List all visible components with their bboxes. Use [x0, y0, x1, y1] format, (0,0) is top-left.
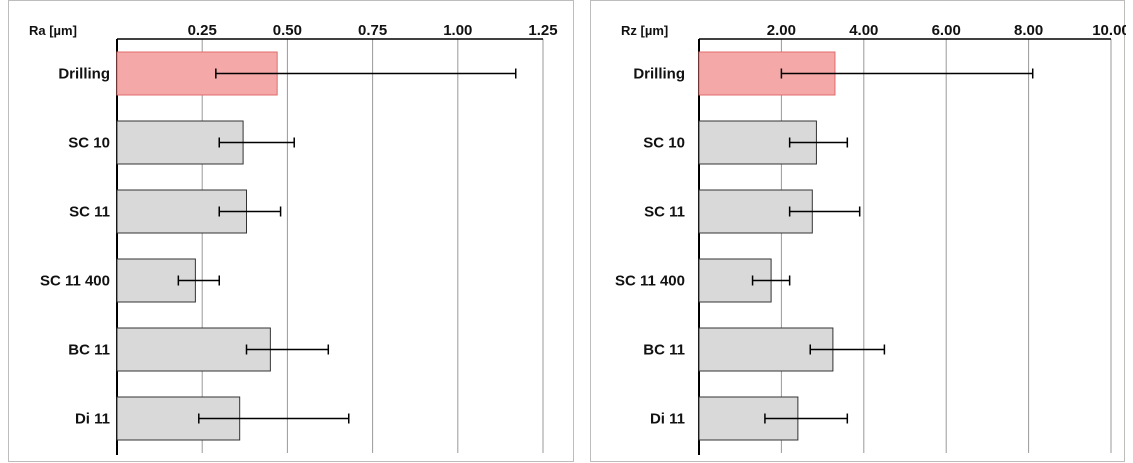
- category-label: SC 11 400: [40, 273, 110, 290]
- ra-chart: 0.25 0.50 0.75 1.00 1.25 Ra [µm] Drilling SC 10…: [29, 22, 558, 455]
- x-tick-label: 0.75: [358, 22, 387, 39]
- category-label: SC 11 400: [615, 273, 685, 290]
- x-tick-label: 0.50: [273, 22, 302, 39]
- category-label: SC 11: [69, 204, 110, 221]
- category-label: Drilling: [633, 66, 685, 83]
- category-label: Drilling: [58, 66, 110, 83]
- category-label: BC 11: [68, 342, 110, 359]
- category-label: BC 11: [643, 342, 685, 359]
- x-tick-label: 4.00: [849, 22, 878, 39]
- rz-chart-panel: 2.00 4.00 6.00 8.00 10.00 Rz [µm] Drilling SC 1…: [590, 0, 1126, 462]
- x-tick-label: 6.00: [932, 22, 961, 39]
- ra-chart-panel: 0.25 0.50 0.75 1.00 1.25 Ra [µm] Drilling SC 10…: [8, 0, 574, 462]
- category-label: SC 11: [644, 204, 685, 221]
- bar: [116, 327, 271, 372]
- category-label: Di 11: [650, 411, 685, 428]
- category-label: SC 10: [643, 135, 685, 152]
- x-tick-label: 1.25: [528, 22, 557, 39]
- category-label: Di 11: [75, 411, 110, 428]
- x-tick-label: 1.00: [443, 22, 472, 39]
- unit-label: Ra [µm]: [29, 23, 77, 38]
- x-tick-label: 2.00: [767, 22, 796, 39]
- unit-label: Rz [µm]: [621, 23, 668, 38]
- rz-chart: 2.00 4.00 6.00 8.00 10.00 Rz [µm] Drilling SC 1…: [615, 22, 1126, 455]
- x-tick-label: 10.00: [1092, 22, 1126, 39]
- category-label: SC 10: [68, 135, 110, 152]
- x-tick-label: 0.25: [188, 22, 217, 39]
- x-tick-label: 8.00: [1014, 22, 1043, 39]
